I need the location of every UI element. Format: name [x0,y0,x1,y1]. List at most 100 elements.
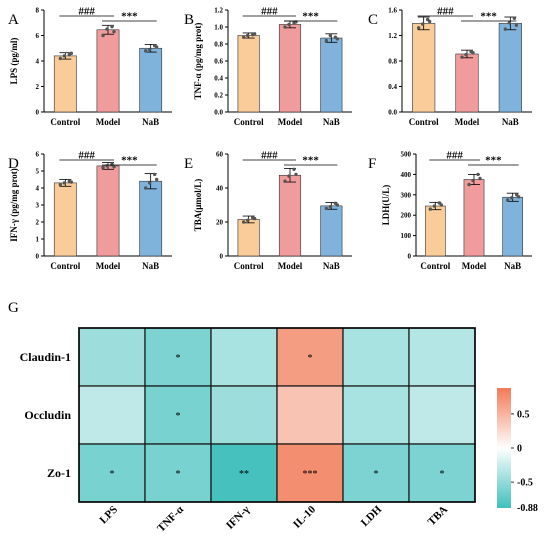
heatmap-cell [342,327,410,387]
data-point [335,203,340,207]
y-axis-label: LPS (pg/ml) [9,38,19,85]
heatmap-star: *** [303,469,318,480]
y-tick-label: 1.6 [388,7,397,15]
sig-label-model-nab: *** [302,155,319,167]
heatmap-cell [276,385,344,445]
bar-control [53,182,77,257]
sig-label-control-model: ### [437,6,454,18]
data-point [241,35,246,39]
data-point [152,172,157,177]
data-point [105,27,109,31]
x-tick-label: Model [278,117,303,127]
colorbar-tick-label: 0 [517,444,522,455]
panel-label-e: E [184,156,193,172]
data-point [245,218,250,222]
data-point [509,196,514,200]
data-point [294,172,298,177]
y-tick-label: 3 [36,202,40,210]
bar-nab [502,196,524,257]
y-tick-label: 0.0 [388,109,397,117]
y-axis-label: TBA(μmol/L) [193,179,203,232]
bar-nab [139,47,163,113]
x-tick-label: Control [420,261,450,271]
data-point [143,49,148,53]
data-point [471,178,475,183]
x-tick-label: Control [409,117,439,127]
data-point [112,29,116,34]
data-point [471,51,475,55]
bar-nab [320,37,343,113]
heatmap-col-label: LDH [359,503,385,529]
x-tick-label: Control [234,117,264,127]
sig-label-control-model: ### [78,6,95,18]
data-point [514,23,519,27]
bar-nab [498,23,522,113]
heatmap-star: * [176,411,181,422]
data-point [58,56,63,61]
bar-panel-b: 0.0 0.2 0.4 0.6 0.8 1.0 1.2 TNF-α (pg/mg prot) C… [193,6,352,127]
data-point [287,22,291,27]
y-tick-label: 0.2 [214,92,223,100]
heatmap-col-label: LPS [97,504,120,527]
y-tick-label: 5 [36,168,40,176]
x-tick-label: NaB [504,261,521,271]
heatmap-star: * [176,353,181,364]
data-point [112,165,116,169]
y-tick-label: 4 [36,58,40,66]
y-tick-label: 40 [216,185,224,193]
y-tick-label: 0 [36,253,40,261]
data-point [324,38,329,43]
y-tick-label: 0.4 [214,75,223,83]
y-axis-label: IFN-γ (pg/mg prot) [9,168,19,242]
y-tick-label: 8 [36,7,40,15]
bar-model [278,174,302,257]
heatmap-star: ** [239,469,249,480]
bar-model [96,29,120,113]
y-tick-label: 0 [36,109,40,117]
y-tick-label: 1 [36,236,40,244]
data-point [324,206,329,211]
data-point [252,216,257,221]
colorbar-tick-label: -0.5 [517,478,533,489]
panel-label-f: F [368,156,376,172]
data-point [69,180,74,184]
heatmap-col-label: IL-10 [291,503,318,530]
bar-panel-e: 0 20 40 60 TBA(μmol/L) Control Model NaB ### *** [193,150,352,271]
y-tick-label: 6 [36,151,40,159]
x-tick-label: Model [96,261,121,271]
y-tick-label: 0.4 [388,83,397,91]
heatmap-cell [210,443,278,503]
bar-panel-f: 0 100 200 300 400 500 LDH(U/L) Control Model NaB #… [381,150,532,271]
bar-control [412,23,436,113]
bar-panel-c: 0.0 0.4 0.8 1.2 1.6 Control Model NaB ### *** [388,6,532,127]
data-point [516,195,521,199]
y-tick-label: 0.8 [214,41,223,49]
heatmap-row-label: Zo-1 [47,466,71,480]
bar-panel-d: 0 1 2 3 4 5 6 IFN-γ (pg/mg prot) Control Model NaB… [9,150,172,271]
y-tick-label: 1.0 [214,24,223,32]
y-tick-label: 100 [401,232,412,240]
data-point [464,52,468,57]
x-tick-label: Model [462,261,487,271]
bar-control [237,219,260,257]
data-point [505,198,510,202]
x-tick-label: NaB [323,261,340,271]
sig-label-model-nab: *** [121,155,138,167]
data-point [283,25,287,29]
data-point [420,22,425,26]
bar-control [424,205,446,257]
y-axis-label: TNF-α (pg/mg prot) [193,23,203,100]
sig-label-control-model: ### [78,150,95,162]
heatmap-col-label: TNF-α [155,503,187,535]
y-tick-label: 1.2 [388,32,397,40]
data-point [62,54,67,58]
heatmap-col-label: IFN-γ [224,504,252,532]
heatmap-star: * [374,469,379,480]
heatmap-cell [342,443,410,503]
heatmap-colorbar: 0.5 0 -0.5 -0.88 [497,388,538,514]
data-point [110,24,114,29]
data-point [101,33,105,38]
data-point [428,207,433,211]
y-tick-label: 60 [216,151,224,159]
